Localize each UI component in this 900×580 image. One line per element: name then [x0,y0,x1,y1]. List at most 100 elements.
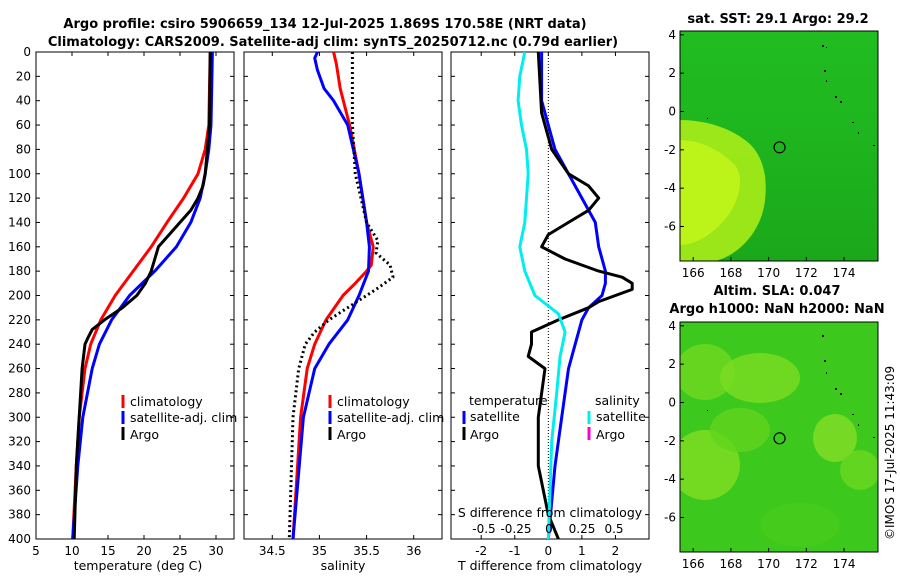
depth-tick-label: 280 [8,386,31,400]
s-tick: -0.5 [472,522,495,536]
depth-tick-label: 140 [8,215,31,229]
sst-warm-core [680,140,740,245]
salinity-lines [287,52,395,539]
legend-label-s-argo: Argo [596,427,625,442]
s-tick: 0.25 [569,522,596,536]
x-tick-label: 0 [545,544,553,558]
x-tick-label: 15 [100,544,115,558]
temperature-lines [71,52,214,539]
sst-map-field [680,31,878,261]
x-tick-label: 30 [208,544,223,558]
depth-tick-label: 220 [8,313,31,327]
figure-title-line2: Climatology: CARS2009. Satellite-adj cli… [48,35,618,50]
legend-title-salinity: salinity [595,393,640,408]
salinity-xlabel: salinity [321,558,366,573]
depth-tick-label: 400 [8,532,31,546]
map-x-tick-label: 170 [757,266,780,280]
legend-label-t-argo: Argo [470,427,499,442]
depth-tick-label: 120 [8,191,31,205]
x-tick-label: -2 [475,544,487,558]
sst-map-title: sat. SST: 29.1 Argo: 29.2 [687,12,868,27]
map-x-tick-label: 172 [795,557,818,571]
difference-x-axis: -2 -1 0 1 2 [475,52,619,558]
imos-watermark: ©IMOS 17-Jul-2025 11:43:09 [883,366,897,540]
depth-tick-label: 200 [8,289,31,303]
map-y-tick-label: -6 [664,220,676,234]
sst-map-frame [679,30,879,262]
sla-blob [840,450,878,490]
map-y-tick-label: -2 [664,434,676,448]
x-tick-label: 10 [64,544,79,558]
salinity-depth-ticks [244,51,442,540]
x-tick-label: 1 [578,544,586,558]
series-s-satellite [516,52,567,539]
depth-tick-label: 300 [8,410,31,424]
depth-tick-label: 340 [8,459,31,473]
series-argo [287,52,395,539]
depth-tick-label: 40 [16,94,31,108]
sla-blob [710,408,770,452]
map-x-tick-label: 168 [719,266,742,280]
difference-lines [516,52,634,539]
temperature-x-axis: 5 10 15 20 25 30 [32,52,224,558]
depth-tick-label: 80 [16,142,31,156]
temperature-xlabel: temperature (deg C) [74,558,203,573]
sst-map-axes: 166 168 170 172 174 4 2 0 -2 -4 -6 [664,28,855,280]
sla-map-title-line2: Argo h1000: NaN h2000: NaN [669,302,884,317]
legend-label-climatology: climatology [130,394,203,409]
argo-location-marker [773,141,786,154]
map-y-tick-label: 4 [668,28,676,42]
salinity-panel: 34.5 35 35.5 36 salinity climatology satell… [243,51,444,573]
sla-map-title-line1: Altim. SLA: 0.047 [714,284,841,299]
map-y-tick-label: 2 [668,357,676,371]
x-tick-label: 25 [172,544,187,558]
depth-axis: 0 20 40 60 80 100 120 140 160 180 200 220 240 260 280 3… [8,45,234,546]
depth-tick-label: 360 [8,483,31,497]
difference-xlabel: T difference from climatology [457,558,643,573]
sla-blob [760,503,840,547]
legend-label-argo: Argo [130,427,159,442]
legend-label-argo: Argo [337,427,366,442]
map-y-tick-label: 4 [668,319,676,333]
s-tick: 0.5 [604,522,623,536]
sla-coastline-dots [707,335,875,438]
sst-coastline-dots [707,45,875,146]
map-y-tick-label: -4 [664,181,676,195]
map-y-tick-label: 2 [668,66,676,80]
map-y-tick-label: -4 [664,472,676,486]
map-x-tick-label: 172 [795,266,818,280]
x-tick-label: 36 [406,544,421,558]
depth-tick-label: 0 [23,45,31,59]
x-tick-label: -1 [509,544,521,558]
difference-depth-ticks [451,51,649,540]
sla-map-axes: 166 168 170 172 174 4 2 0 -2 -4 -6 [664,319,855,571]
series-t-argo [526,52,634,539]
sla-map-frame [679,321,879,553]
depth-tick-label: 240 [8,337,31,351]
figure-title-line1: Argo profile: csiro 5906659_134 12-Jul-2… [63,17,586,32]
sla-map-panel: Altim. SLA: 0.047 Argo h1000: NaN h2000:… [664,284,885,571]
map-y-tick-label: -6 [664,511,676,525]
depth-tick-label: 100 [8,167,31,181]
legend-title-temperature: temperature [469,393,548,408]
sst-north-band [680,31,878,111]
temperature-legend: climatology satellite-adj. clim Argo [121,394,237,442]
depth-tick-label: 20 [16,69,31,83]
difference-panel: -2 -1 0 1 2 T difference from climatology S … [450,51,650,573]
map-y-tick-label: 0 [668,105,676,119]
sla-blob [680,344,735,400]
depth-tick-label: 160 [8,240,31,254]
legend-label-satellite-adj: satellite-adj. clim [130,410,237,425]
s-tick: 0 [545,522,553,536]
depth-tick-label: 320 [8,435,31,449]
map-y-tick-label: 0 [668,396,676,410]
argo-location-marker [773,432,786,445]
legend-label-satellite-adj: satellite-adj. clim [337,410,444,425]
sla-blob [813,414,857,462]
x-tick-label: 5 [32,544,40,558]
x-tick-label: 35.5 [353,544,380,558]
x-tick-label: 2 [612,544,620,558]
s-difference-ticks: -0.5 -0.25 0 0.25 0.5 [472,522,623,536]
series-argo [72,52,212,539]
map-x-tick-label: 166 [682,266,705,280]
